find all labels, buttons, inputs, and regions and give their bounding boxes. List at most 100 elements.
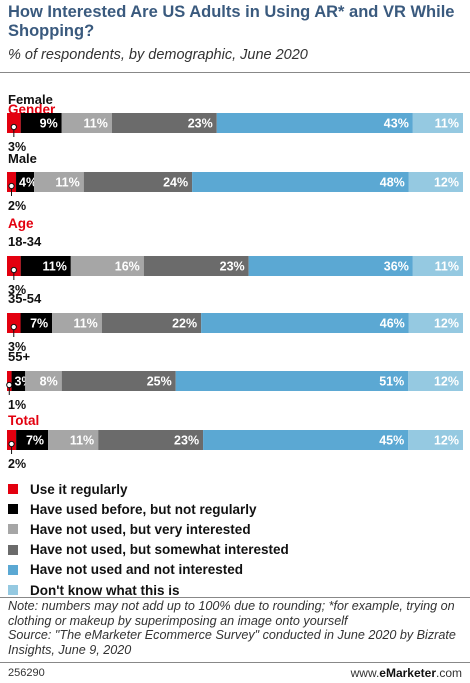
bar-segment [408, 371, 463, 391]
callout-dot [8, 440, 15, 448]
data-label: 3% [8, 140, 26, 154]
bar-segment [412, 256, 463, 276]
bar-segment [52, 313, 102, 333]
legend-label: Don't know what this is [30, 582, 180, 598]
data-label: 2% [8, 457, 26, 470]
legend-swatch [8, 484, 18, 495]
bar-segment [111, 113, 217, 133]
legend-swatch [8, 504, 18, 515]
data-label: 48% [380, 176, 405, 190]
bar-segment [83, 172, 193, 192]
bar-segment [412, 113, 463, 133]
bar-segment [7, 430, 17, 450]
data-label: 51% [379, 375, 404, 389]
data-label: 2% [8, 199, 26, 213]
data-label: 24% [163, 176, 188, 190]
row-label: Female [8, 92, 53, 107]
data-label: 12% [434, 434, 459, 448]
bar-segment [408, 430, 463, 450]
data-label: 23% [174, 434, 199, 448]
bottom-rule [0, 597, 470, 598]
data-label: 46% [380, 317, 405, 331]
legend-swatch [8, 585, 18, 596]
bar-segment [7, 371, 12, 391]
callout-dot [10, 266, 17, 274]
legend-item: Don't know what this is [8, 580, 289, 600]
data-label: 11% [55, 176, 79, 190]
source-text: Source: "The eMarketer Ecommerce Survey"… [8, 628, 456, 657]
data-label: 11% [84, 117, 108, 131]
legend-label: Use it regularly [30, 481, 128, 497]
data-label: 45% [379, 434, 404, 448]
legend-label: Have not used and not interested [30, 562, 244, 578]
data-label: 3% [8, 340, 26, 354]
bar-segment [192, 172, 409, 192]
bar-segment [20, 313, 53, 333]
data-label: 25% [147, 375, 172, 389]
legend-swatch [8, 544, 18, 555]
row-label: 35-54 [8, 291, 42, 306]
data-label: 3% [8, 283, 26, 297]
data-label: 16% [115, 260, 140, 274]
group-label: Total [8, 413, 39, 428]
bar-segment [16, 430, 49, 450]
bar-segment [248, 256, 413, 276]
brand-prefix: www. [350, 666, 380, 680]
legend-item: Have not used, but somewhat interested [8, 540, 289, 560]
data-label: 23% [220, 260, 245, 274]
callout-dot [10, 123, 17, 131]
data-label: 12% [434, 375, 459, 389]
bar-segment [25, 371, 62, 391]
data-label: 11% [70, 434, 94, 448]
brand-suffix: .com [435, 666, 462, 680]
bar-segment [7, 172, 17, 192]
data-label: 12% [434, 317, 459, 331]
row-label: 55+ [8, 349, 30, 364]
chart-id: 256290 [8, 667, 45, 679]
bar-segment [216, 113, 413, 133]
bar-segment [48, 430, 99, 450]
bar-segment [61, 371, 176, 391]
callout-dot [8, 182, 15, 190]
top-rule [0, 72, 470, 73]
data-label: 4% [19, 176, 37, 190]
bar-segment [203, 430, 409, 450]
data-label: 8% [40, 375, 58, 389]
data-label: 12% [434, 176, 459, 190]
bar-segment [7, 113, 21, 133]
bar-segment [16, 172, 35, 192]
bar-segment [20, 256, 71, 276]
brand-link[interactable]: www.eMarketer.com [351, 666, 462, 680]
data-label: 36% [384, 260, 409, 274]
legend-item: Have not used, but very interested [8, 519, 289, 539]
bar-segment [143, 256, 249, 276]
bar-segment [70, 256, 144, 276]
group-label: Age [8, 216, 34, 231]
data-label: 9% [40, 117, 58, 131]
row-label: 18-34 [8, 234, 42, 249]
data-label: 7% [30, 317, 48, 331]
bar-segment [20, 113, 62, 133]
legend-item: Use it regularly [8, 479, 289, 499]
bar-segment [61, 113, 112, 133]
data-label: 11% [42, 260, 66, 274]
bar-segment [7, 313, 21, 333]
row-label: Male [8, 151, 37, 166]
bar-segment [101, 313, 202, 333]
chart-subtitle: % of respondents, by demographic, June 2… [8, 47, 308, 63]
bar-segment [175, 371, 409, 391]
bar-segment [34, 172, 84, 192]
callout-dot [6, 381, 13, 389]
data-label: 22% [172, 317, 197, 331]
legend-label: Have not used, but somewhat interested [30, 542, 289, 558]
brand-name: eMarketer [379, 666, 436, 680]
legend: Use it regularly Have used before, but n… [8, 479, 289, 600]
legend-item: Have used before, but not regularly [8, 499, 289, 519]
data-label: 11% [435, 260, 459, 274]
bar-segment [7, 256, 21, 276]
bar-segment [201, 313, 409, 333]
bar-segment [408, 313, 463, 333]
footer-rule [0, 662, 470, 663]
